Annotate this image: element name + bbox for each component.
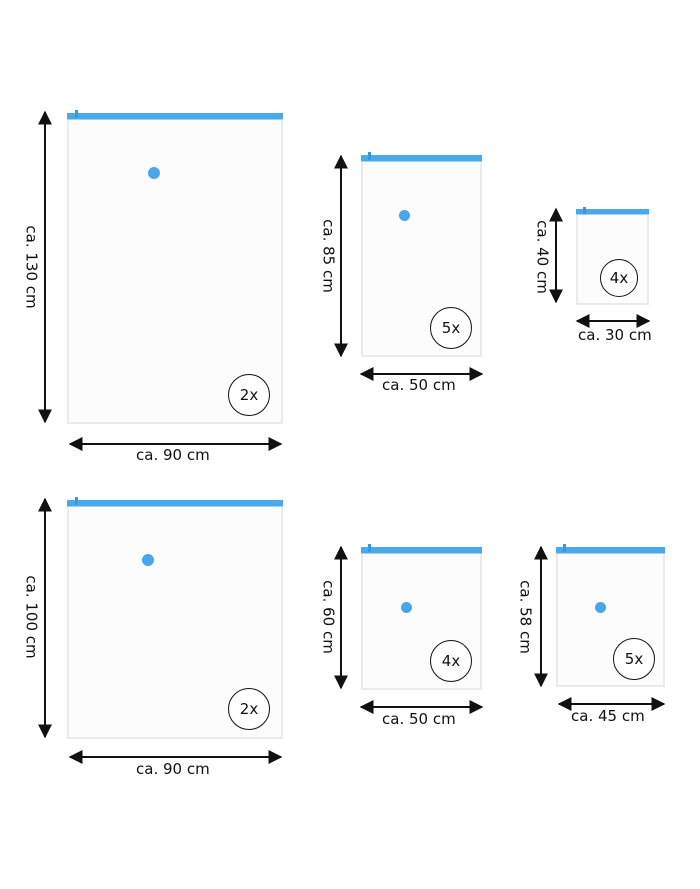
bag-width-label: ca. 50 cm [382, 376, 456, 394]
bag-height-label: ca. 85 cm [319, 219, 338, 293]
zipper-slider [563, 544, 566, 552]
zipper-strip [67, 500, 283, 506]
bag-height-label: ca. 40 cm [533, 220, 552, 294]
bag-height-label: ca. 130 cm [22, 225, 41, 309]
zipper-strip [361, 155, 482, 161]
bag-count-badge: 2x [228, 374, 270, 416]
bag-width-label: ca. 30 cm [578, 326, 652, 344]
bag-count-badge: 5x [430, 307, 472, 349]
bag-count-badge: 4x [430, 640, 472, 682]
zipper-slider [368, 152, 371, 160]
valve-icon [399, 210, 410, 221]
zipper-strip [556, 547, 665, 553]
bag-height-label: ca. 100 cm [22, 575, 41, 659]
bag-width-label: ca. 45 cm [571, 707, 645, 725]
bag-width-label: ca. 90 cm [136, 446, 210, 464]
bag-height-label: ca. 58 cm [516, 580, 535, 654]
bag-width-label: ca. 50 cm [382, 710, 456, 728]
bag-count-badge: 5x [613, 638, 655, 680]
zipper-strip [361, 547, 482, 553]
bag-width-label: ca. 90 cm [136, 760, 210, 778]
zipper-slider [368, 544, 371, 552]
zipper-strip [576, 209, 649, 214]
bag-1 [67, 113, 283, 424]
bag-3 [576, 209, 649, 305]
zipper-slider [75, 110, 78, 118]
bag-count-badge: 4x [600, 259, 638, 297]
bag-height-label: ca. 60 cm [319, 580, 338, 654]
valve-icon [142, 554, 154, 566]
bag-count-badge: 2x [228, 688, 270, 730]
zipper-strip [67, 113, 283, 119]
zipper-slider [583, 207, 586, 214]
bag-4 [67, 500, 283, 739]
valve-icon [595, 602, 606, 613]
valve-icon [148, 167, 160, 179]
valve-icon [401, 602, 412, 613]
zipper-slider [75, 497, 78, 505]
